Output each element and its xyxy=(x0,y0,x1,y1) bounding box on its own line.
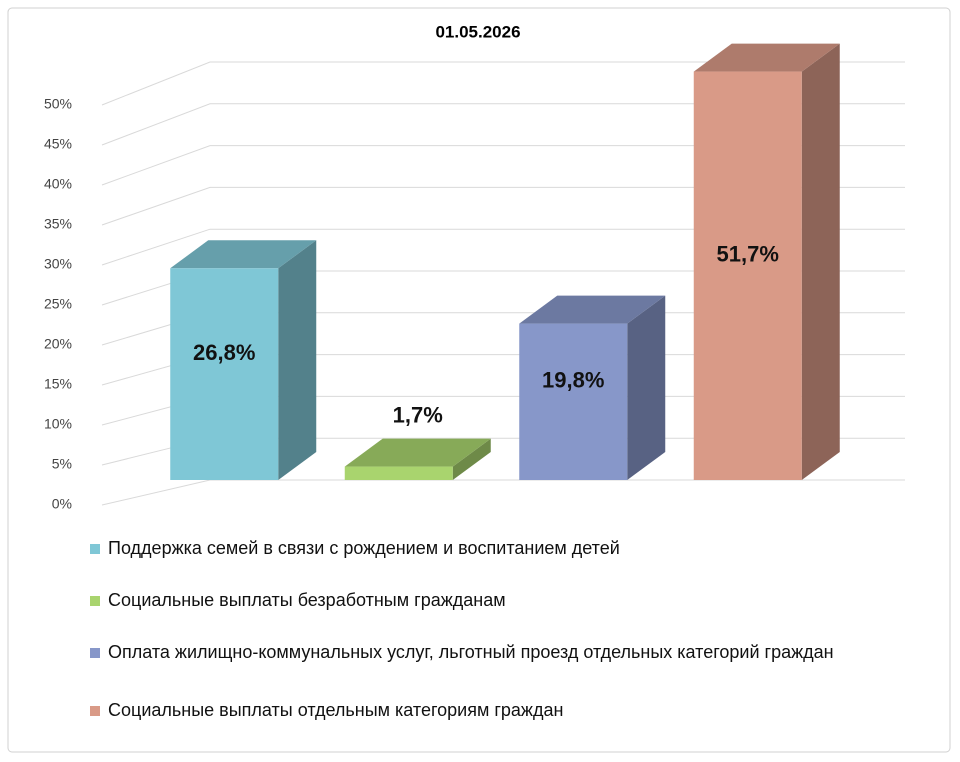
bar-side xyxy=(278,240,317,480)
bar-side xyxy=(801,43,840,480)
grid-line xyxy=(101,103,905,146)
y-tick-label: 30% xyxy=(44,256,72,272)
chart-title: 01.05.2026 xyxy=(435,22,520,41)
bar xyxy=(519,323,628,480)
bar-side xyxy=(627,295,666,480)
bar xyxy=(344,466,453,480)
legend-swatch xyxy=(90,596,100,606)
data-label: 51,7% xyxy=(717,242,779,267)
legend-label: Поддержка семей в связи с рождением и во… xyxy=(108,538,620,558)
grid-line xyxy=(101,61,905,106)
data-label: 1,7% xyxy=(393,402,443,427)
legend-item: Поддержка семей в связи с рождением и во… xyxy=(90,536,890,560)
y-tick-label: 20% xyxy=(44,336,72,352)
legend-swatch xyxy=(90,544,100,554)
bar-top xyxy=(344,438,491,467)
y-tick-label: 45% xyxy=(44,136,72,152)
bar xyxy=(170,268,279,480)
grid-line xyxy=(101,145,905,186)
legend-item: Социальные выплаты безработным гражданам xyxy=(90,588,890,612)
bar-top xyxy=(693,43,840,72)
grid-line xyxy=(101,228,905,266)
bar-top xyxy=(170,240,317,269)
legend-item: Оплата жилищно-коммунальных услуг, льгот… xyxy=(90,640,890,664)
legend-label: Оплата жилищно-коммунальных услуг, льгот… xyxy=(108,642,834,662)
legend-label: Социальные выплаты отдельным категориям … xyxy=(108,700,564,720)
y-tick-label: 50% xyxy=(44,96,72,112)
y-tick-label: 0% xyxy=(52,496,72,512)
y-tick-label: 40% xyxy=(44,176,72,192)
y-tick-label: 5% xyxy=(52,456,72,472)
data-label: 19,8% xyxy=(542,368,604,393)
y-tick-label: 10% xyxy=(44,416,72,432)
legend-swatch xyxy=(90,706,100,716)
y-tick-label: 35% xyxy=(44,216,72,232)
legend-label: Социальные выплаты безработным гражданам xyxy=(108,590,506,610)
legend-item: Социальные выплаты отдельным категориям … xyxy=(90,698,890,722)
legend-swatch xyxy=(90,648,100,658)
y-tick-label: 15% xyxy=(44,376,72,392)
bar-side xyxy=(452,438,491,480)
y-tick-label: 25% xyxy=(44,296,72,312)
data-label: 26,8% xyxy=(193,340,255,365)
bar xyxy=(693,71,802,480)
grid-line xyxy=(101,186,905,226)
bar-top xyxy=(519,295,666,324)
